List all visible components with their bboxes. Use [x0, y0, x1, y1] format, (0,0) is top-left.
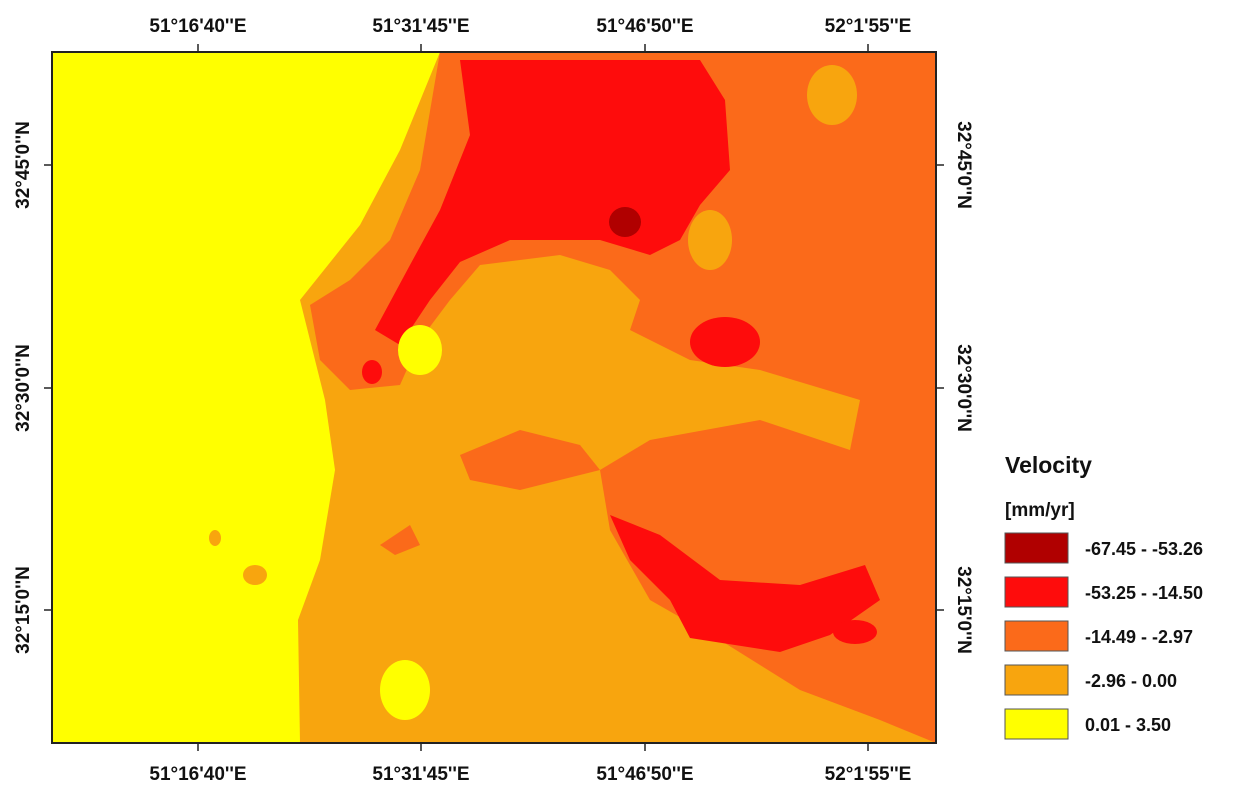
legend-label: -14.49 - -2.97 — [1085, 627, 1193, 647]
legend-label: -53.25 - -14.50 — [1085, 583, 1203, 603]
right-tick-label: 32°45'0''N — [953, 121, 974, 209]
top-tick-label: 52°1'55''E — [825, 16, 912, 37]
right-tick-label: 32°30'0''N — [953, 344, 974, 432]
zone-red — [690, 317, 760, 367]
bottom-tick-label: 51°16'40''E — [149, 764, 246, 785]
top-tick-label: 51°46'50''E — [596, 16, 693, 37]
top-tick-label: 51°31'45''E — [372, 16, 469, 37]
zone-orange-patch — [460, 430, 600, 490]
legend-swatch — [1004, 532, 1069, 564]
zone-dark-red — [609, 207, 641, 237]
zone-light-orange-patch — [209, 530, 221, 546]
map-frame — [51, 51, 937, 744]
zone-orange-patch — [380, 525, 420, 555]
zone-light-orange-patch — [243, 565, 267, 585]
legend-unit: [mm/yr] — [1005, 500, 1075, 521]
zone-yellow-patch — [380, 660, 430, 720]
zone-red — [610, 515, 880, 652]
right-tick-label: 32°15'0''N — [953, 566, 974, 654]
legend-label: 0.01 - 3.50 — [1085, 715, 1171, 735]
zone-red — [375, 60, 730, 345]
legend-swatch — [1004, 620, 1069, 652]
legend-label: -2.96 - 0.00 — [1085, 671, 1177, 691]
legend-swatch — [1004, 708, 1069, 740]
bottom-tick-label: 51°46'50''E — [596, 764, 693, 785]
legend-label: -67.45 - -53.26 — [1085, 539, 1203, 559]
zone-light-orange-patch — [688, 210, 732, 270]
zone-light-orange-patch — [807, 65, 857, 125]
bottom-tick-label: 51°31'45''E — [372, 764, 469, 785]
left-tick-label: 32°45'0''N — [13, 121, 34, 209]
zone-red — [362, 360, 382, 384]
top-tick-label: 51°16'40''E — [149, 16, 246, 37]
legend-swatch — [1004, 664, 1069, 696]
bottom-tick-label: 52°1'55''E — [825, 764, 912, 785]
legend-title: Velocity — [1005, 452, 1092, 478]
left-tick-label: 32°30'0''N — [13, 344, 34, 432]
zone-red — [833, 620, 877, 644]
legend-swatch — [1004, 576, 1069, 608]
map-area — [52, 52, 936, 743]
zone-yellow-patch — [398, 325, 442, 375]
left-tick-label: 32°15'0''N — [13, 566, 34, 654]
